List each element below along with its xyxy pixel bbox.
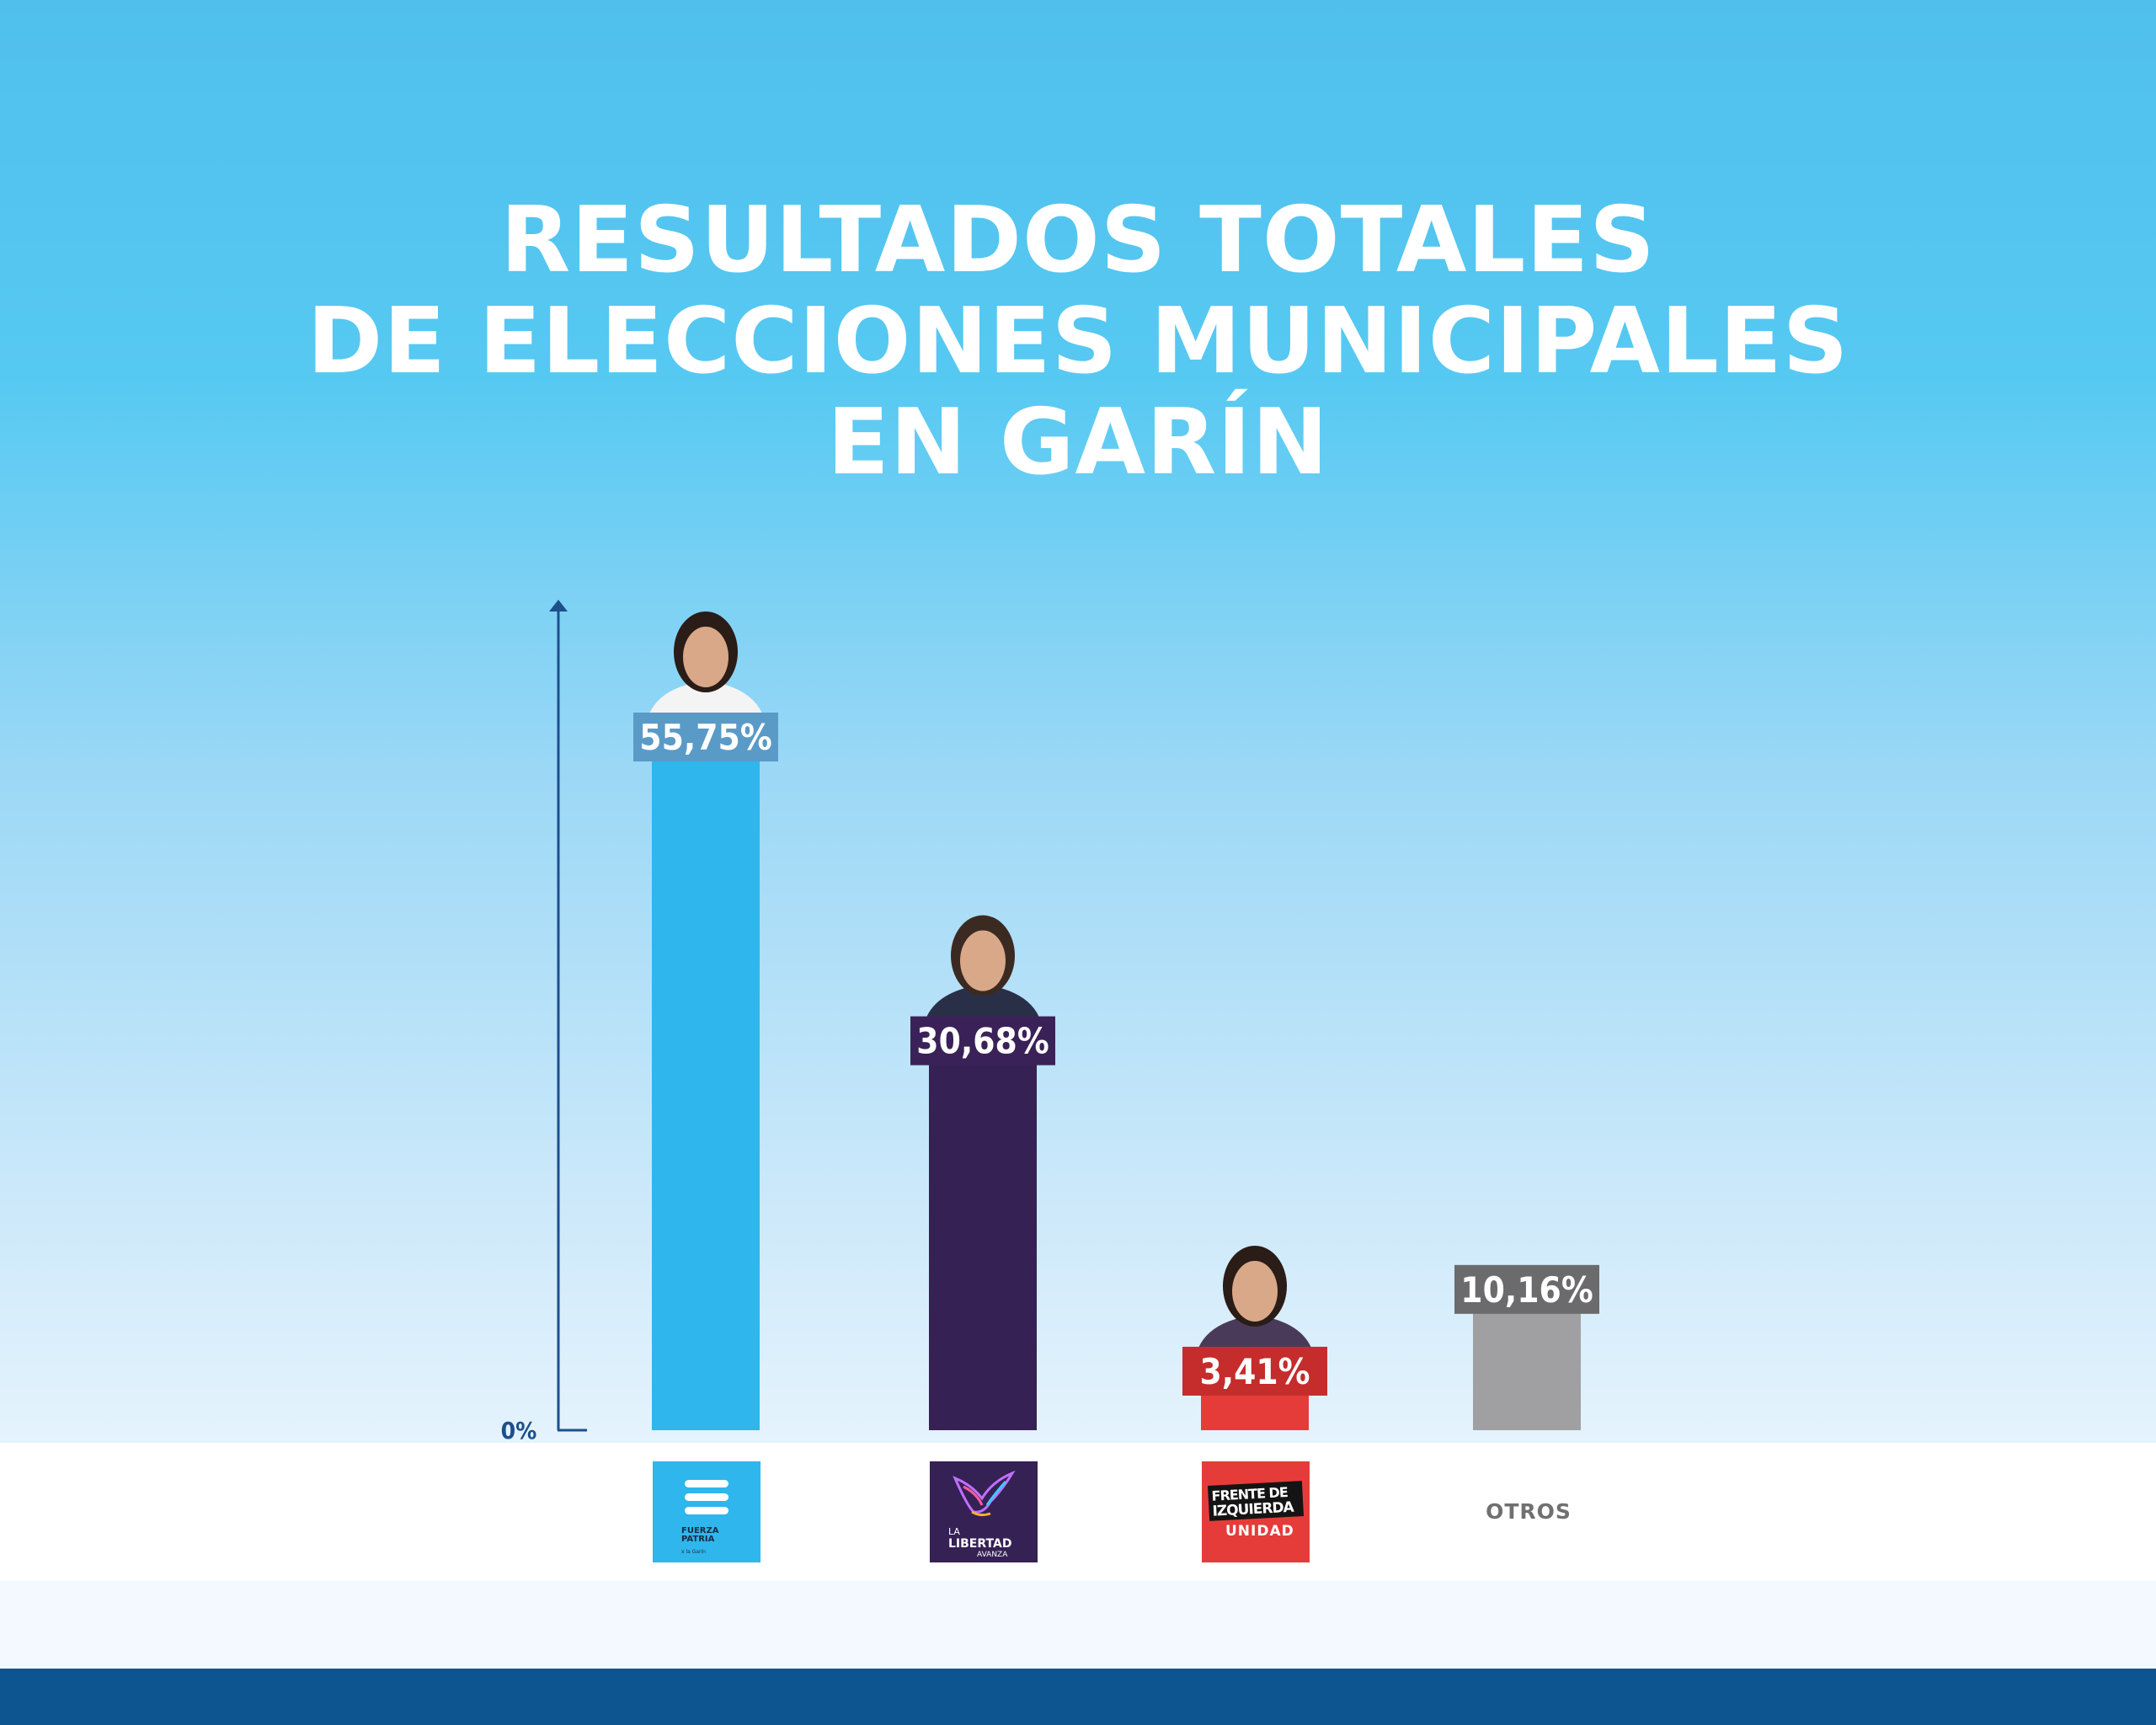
value-label-box-0 [633,713,778,761]
y-axis-zero-label: 0% [501,1417,537,1445]
value-label-0: 55,75% [639,717,771,758]
bar-1 [929,1058,1037,1430]
y-axis-arrow-icon [549,600,568,611]
title-line-2: DE ELECCIONES MUNICIPALES [307,289,1849,394]
lla-line2: LIBERTAD [948,1537,1012,1551]
value-label-3: 10,16% [1460,1269,1593,1311]
bar-2 [1201,1388,1309,1430]
bar-0 [652,755,760,1430]
lower-band [0,1581,2156,1669]
candidate-face-0 [683,627,728,687]
value-label-1: 30,68% [916,1021,1049,1062]
chart-title: RESULTADOS TOTALES DE ELECCIONES MUNICIP… [0,190,2156,494]
flag-stripe-2 [685,1493,728,1501]
footer-bar [0,1669,2156,1725]
title-line-3: EN GARÍN [827,390,1329,495]
value-label-2: 3,41% [1199,1351,1310,1392]
fit-line2: IZQUIERDA [1212,1498,1294,1520]
candidate-face-1 [960,930,1006,991]
flag-stripes-icon [685,1480,728,1487]
lla-line3: AVANZA [977,1551,1008,1559]
fuerza-patria-logo: FUERZA PATRIA x la Garín [653,1461,760,1562]
bar-3 [1473,1306,1581,1430]
otros-label: OTROS [1486,1499,1572,1524]
value-label-box-1 [910,1016,1055,1065]
fuerza-patria-line2: PATRIA [681,1535,715,1544]
fuerza-patria-text: FUERZA PATRIA [681,1527,718,1544]
legend-band [0,1443,2156,1581]
eagle-icon [953,1470,1016,1517]
fit-black-box: FRENTE DE IZQUIERDA [1207,1481,1305,1521]
value-label-box-3 [1454,1264,1599,1314]
candidate-face-2 [1232,1260,1278,1322]
flag-stripe-3 [685,1507,728,1514]
fit-line3: UNIDAD [1225,1523,1294,1540]
la-libertad-avanza-logo: LA LIBERTAD AVANZA [930,1461,1038,1562]
lla-line1: LA [948,1526,960,1537]
frente-izquierda-logo: FRENTE DE IZQUIERDA UNIDAD [1202,1461,1310,1562]
fuerza-patria-line1: FUERZA [681,1526,719,1535]
title-line-1: RESULTADOS TOTALES [500,188,1656,293]
fuerza-patria-sub: x la Garín [681,1549,706,1555]
value-label-box-2 [1182,1346,1327,1396]
